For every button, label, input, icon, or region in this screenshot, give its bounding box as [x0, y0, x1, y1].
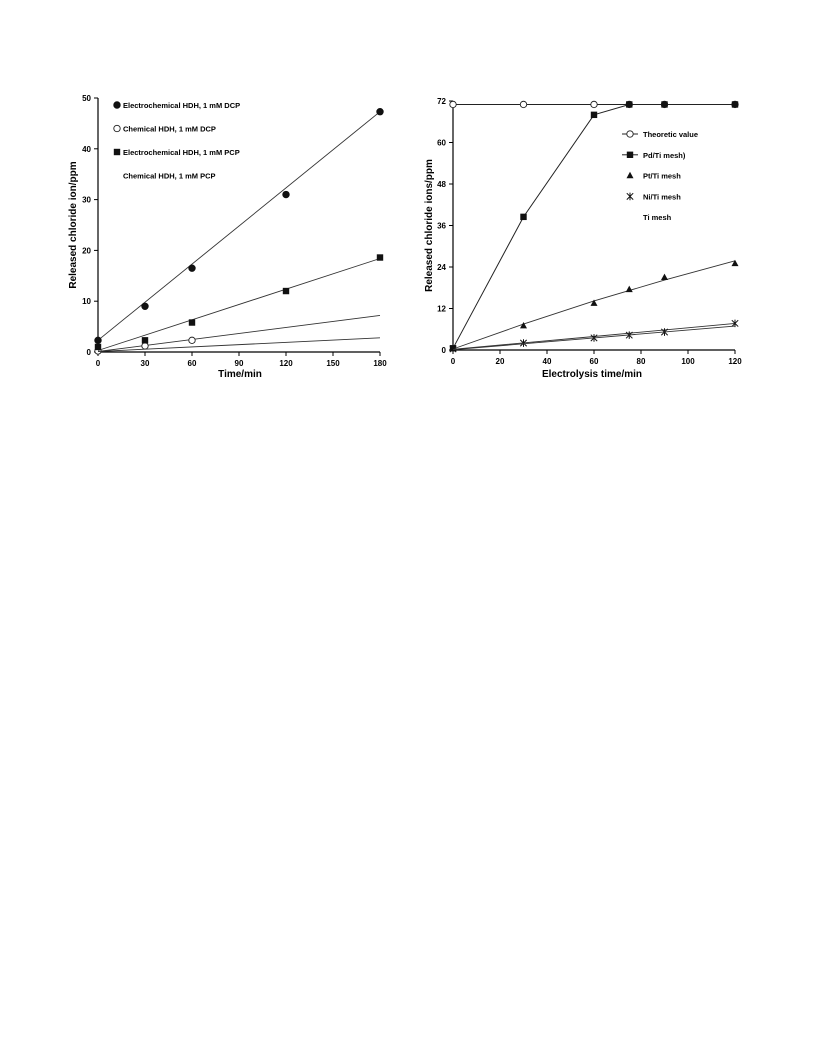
data-point — [449, 100, 457, 109]
data-point — [141, 337, 149, 344]
series-5 — [452, 325, 736, 351]
legend-item: Electrochemical HDH, 1 mM DCP — [113, 101, 240, 110]
data-point — [520, 321, 527, 329]
data-point — [731, 259, 739, 267]
legend-label: Electrochemical HDH, 1 mM PCP — [123, 148, 240, 157]
y-tick-label: 24 — [437, 263, 446, 272]
legend-item: Theoretic value — [622, 130, 698, 139]
x-tick-label: 30 — [141, 359, 150, 368]
legend-label: Ti mesh — [643, 213, 672, 222]
x-tick-label: 120 — [279, 359, 293, 368]
y-tick-label: 10 — [82, 297, 91, 306]
data-point — [519, 100, 528, 109]
x-tick-label: 120 — [728, 357, 742, 366]
data-point — [141, 302, 149, 310]
series-2 — [94, 314, 381, 355]
x-axis-title: Time/min — [218, 369, 262, 380]
y-axis-title: Released chloride ions/ppm — [424, 159, 435, 292]
x-axis-title: Electrolysis time/min — [542, 369, 642, 380]
data-point — [731, 319, 739, 328]
legend-marker — [626, 130, 634, 138]
x-tick-label: 20 — [496, 357, 505, 366]
fit-line — [452, 325, 736, 351]
legend-marker — [626, 151, 634, 158]
y-tick-label: 40 — [82, 145, 91, 154]
data-point — [661, 101, 668, 108]
data-point — [141, 342, 149, 350]
data-point — [590, 100, 598, 109]
legend-label: Electrochemical HDH, 1 mM DCP — [123, 101, 240, 110]
data-point — [449, 345, 457, 353]
legend-item: Chemical HDH, 1 mM PCP — [123, 172, 216, 181]
chart-2: 0 20 40 60 80 100 120 0 12 24 36 48 60 72 Electrolysis… — [424, 97, 742, 380]
x-tick-label: 60 — [590, 357, 599, 366]
data-point — [520, 213, 527, 221]
x-tick-label: 80 — [637, 357, 646, 366]
y-tick-label: 48 — [437, 180, 446, 189]
y-tick-label: 50 — [82, 94, 91, 103]
legend-marker — [113, 148, 121, 156]
legend-item: Ti mesh — [643, 213, 672, 222]
y-tick-label: 60 — [437, 139, 446, 148]
legend-item: Electrochemical HDH, 1 mM PCP — [113, 148, 240, 157]
data-point — [590, 111, 598, 119]
data-point — [282, 190, 290, 199]
y-tick-label: 0 — [87, 348, 92, 357]
x-tick-label: 150 — [326, 359, 340, 368]
series-4 — [97, 337, 381, 352]
legend-label: Pt/Ti mesh — [643, 172, 681, 181]
legend-item: Pd/Ti mesh) — [622, 151, 686, 160]
x-tick-label: 60 — [188, 359, 197, 368]
data-point — [282, 287, 290, 295]
data-point — [376, 254, 384, 261]
legend-label: Pd/Ti mesh) — [643, 151, 686, 160]
legend-label: Chemical HDH, 1 mM PCP — [123, 172, 216, 181]
fit-line — [97, 337, 381, 352]
series-line — [452, 104, 735, 349]
y-tick-label: 12 — [437, 305, 446, 314]
legend-marker — [626, 192, 634, 201]
y-tick-label: 0 — [442, 346, 447, 355]
y-tick-label: 36 — [437, 222, 446, 231]
data-point — [188, 336, 196, 344]
data-point — [625, 285, 633, 293]
data-point — [188, 264, 196, 272]
legend-marker — [113, 101, 121, 109]
data-point — [661, 273, 668, 280]
y-tick-label: 20 — [82, 246, 91, 255]
x-tick-label: 40 — [543, 357, 552, 366]
legend-label: Ni/Ti mesh — [643, 192, 681, 201]
data-point — [94, 336, 102, 345]
legend-marker — [113, 124, 121, 133]
x-tick-label: 0 — [451, 357, 456, 366]
data-point — [188, 319, 196, 326]
y-tick-label: 72 — [437, 97, 446, 106]
x-tick-label: 90 — [235, 359, 244, 368]
data-point — [519, 339, 528, 347]
legend-label: Theoretic value — [643, 130, 698, 139]
legend-item: Ni/Ti mesh — [626, 192, 681, 201]
legend-marker — [626, 171, 634, 179]
x-tick-label: 180 — [373, 359, 387, 368]
series-3 — [94, 254, 384, 351]
fit-line — [97, 258, 381, 351]
chart-1: 0 30 60 90 120 150 180 0 10 20 30 40 50 Time/min Relea… — [68, 94, 387, 380]
data-point — [94, 343, 102, 351]
series-1 — [94, 108, 384, 345]
data-point — [731, 101, 739, 108]
x-tick-label: 0 — [96, 359, 101, 368]
legend-item: Pt/Ti mesh — [626, 171, 681, 181]
fit-line — [97, 111, 381, 341]
y-tick-label: 30 — [82, 196, 91, 205]
data-point — [626, 101, 633, 108]
y-axis-title: Released chloride ion/ppm — [68, 161, 79, 288]
fit-line — [97, 314, 381, 352]
legend-item: Chemical HDH, 1 mM DCP — [113, 124, 216, 134]
data-point — [376, 108, 384, 116]
data-point — [590, 299, 598, 306]
series-4 — [449, 319, 739, 353]
x-tick-label: 100 — [681, 357, 695, 366]
legend-label: Chemical HDH, 1 mM DCP — [123, 125, 216, 134]
